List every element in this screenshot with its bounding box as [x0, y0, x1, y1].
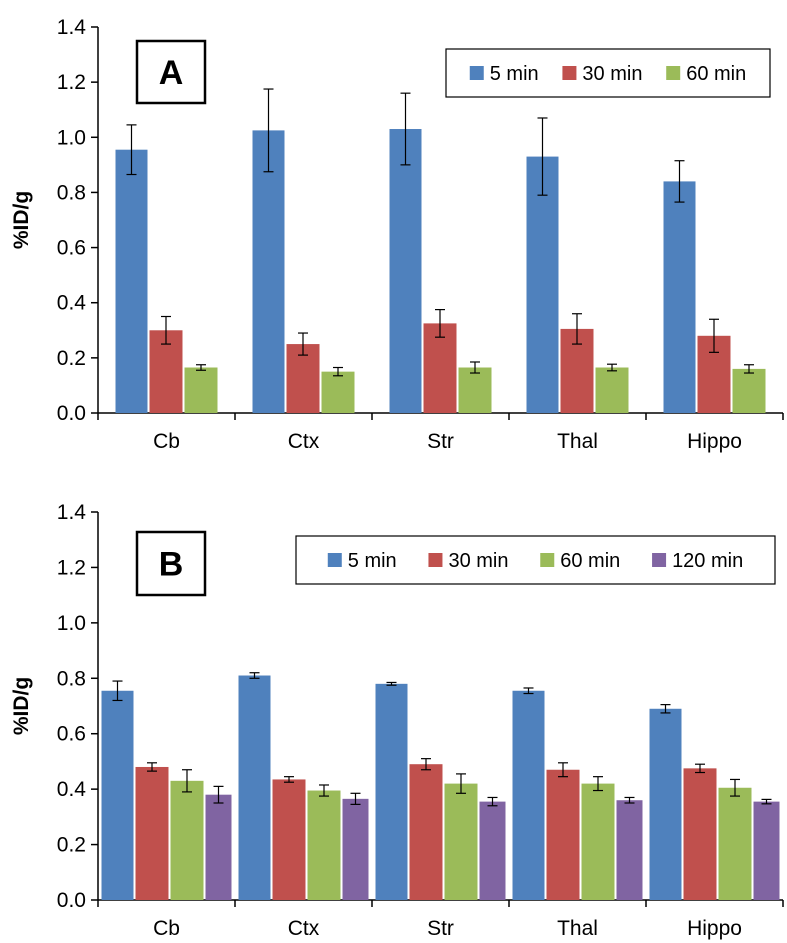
y-tick-label: 0.8 — [57, 181, 86, 204]
bar-3 — [581, 783, 615, 900]
y-tick-label: 1.2 — [57, 71, 86, 94]
y-tick-label: 0.4 — [57, 292, 87, 315]
bar-3 — [307, 790, 341, 900]
bar-1 — [375, 683, 408, 900]
y-axis-label: %ID/g — [10, 677, 33, 735]
bar-4 — [205, 794, 232, 900]
panel-label: A — [159, 54, 184, 92]
bar-4 — [753, 801, 780, 900]
legend-swatch-3 — [540, 553, 555, 567]
panel-label: B — [159, 546, 184, 584]
legend-swatch-3 — [666, 66, 681, 80]
y-tick-label: 1.0 — [57, 612, 86, 635]
y-tick-label: 1.2 — [57, 556, 86, 579]
y-tick-label: 0.0 — [57, 402, 86, 425]
legend-label: 5 min — [490, 63, 539, 85]
legend-label: 30 min — [448, 550, 508, 572]
y-tick-label: 0.8 — [57, 667, 86, 690]
x-category-label: Thal — [557, 430, 598, 453]
y-tick-label: 0.2 — [57, 347, 86, 370]
bar-2 — [135, 766, 169, 900]
legend-swatch-1 — [327, 553, 342, 567]
y-tick-label: 0.2 — [57, 834, 86, 857]
legend-label: 30 min — [582, 63, 642, 85]
bar-3 — [732, 368, 766, 413]
bar-2 — [409, 764, 443, 900]
bar-1 — [526, 156, 559, 414]
bar-1 — [252, 130, 285, 413]
panel-label-box — [135, 530, 207, 597]
legend-swatch-2 — [428, 553, 443, 567]
panel-label-box — [135, 39, 207, 105]
legend-label: 60 min — [560, 550, 620, 572]
legend-box — [445, 48, 771, 98]
legend-swatch-4 — [652, 553, 667, 567]
x-category-label: Ctx — [288, 430, 320, 453]
x-category-label: Hippo — [687, 917, 742, 940]
x-category-label: Hippo — [687, 430, 742, 453]
chart-panel-a: 0.0 0.2 0.4 0.6 0.8 1.0 1.2 1.4 %ID/g Cb Ctx Str Tha… — [10, 16, 784, 453]
legend-swatch-1 — [469, 66, 484, 80]
y-tick-label: 0.6 — [57, 237, 86, 260]
legend-box — [295, 535, 776, 585]
bar-2 — [423, 323, 457, 413]
bar-3 — [458, 367, 492, 413]
bar-2 — [272, 779, 306, 900]
bar-3 — [718, 787, 752, 900]
bar-1 — [663, 181, 696, 413]
bar-1 — [238, 675, 271, 900]
legend-label: 120 min — [672, 550, 743, 572]
bar-2 — [546, 769, 580, 900]
y-tick-label: 1.4 — [57, 16, 87, 39]
y-tick-label: 0.6 — [57, 723, 86, 746]
chart-panel-b: 0.0 0.2 0.4 0.6 0.8 1.0 1.2 1.4 %ID/g Cb Ctx Str Tha… — [10, 501, 784, 940]
legend-swatch-2 — [562, 66, 577, 80]
x-category-label: Cb — [153, 917, 180, 940]
legend-label: 5 min — [348, 550, 397, 572]
bar-1 — [389, 129, 422, 413]
legend-label: 60 min — [686, 63, 746, 85]
x-category-label: Ctx — [288, 917, 320, 940]
bar-4 — [342, 798, 369, 900]
x-category-label: Str — [427, 430, 454, 453]
bar-3 — [444, 783, 478, 900]
bar-3 — [184, 367, 218, 413]
bar-1 — [115, 149, 148, 413]
y-tick-label: 0.4 — [57, 778, 87, 801]
x-category-label: Str — [427, 917, 454, 940]
bar-4 — [479, 801, 506, 900]
x-category-label: Cb — [153, 430, 180, 453]
bar-3 — [595, 367, 629, 413]
bar-1 — [101, 690, 134, 900]
y-tick-label: 1.4 — [57, 501, 87, 524]
bar-3 — [170, 780, 204, 900]
y-tick-label: 1.0 — [57, 126, 86, 149]
x-category-label: Thal — [557, 917, 598, 940]
bar-3 — [321, 371, 355, 413]
y-axis-label: %ID/g — [10, 191, 33, 249]
bar-4 — [616, 800, 643, 900]
y-tick-label: 0.0 — [57, 889, 86, 912]
bar-2 — [683, 768, 717, 900]
bar-1 — [649, 708, 682, 900]
bar-1 — [512, 690, 545, 900]
